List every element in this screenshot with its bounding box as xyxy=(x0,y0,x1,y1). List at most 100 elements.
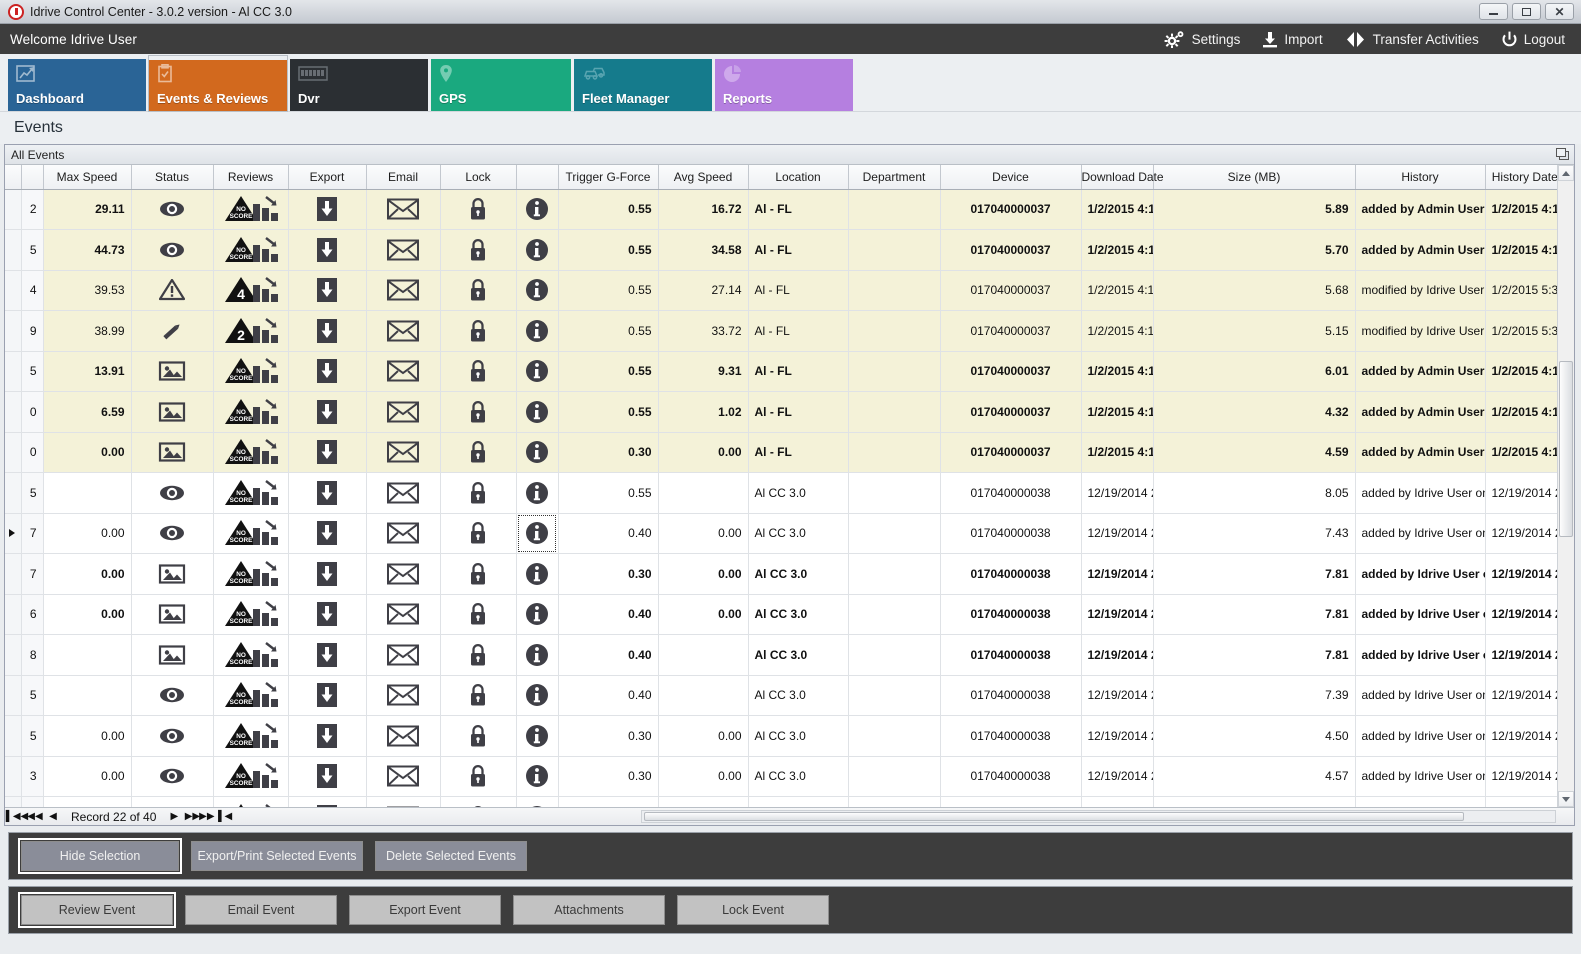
email-icon[interactable] xyxy=(387,765,419,787)
info-icon[interactable] xyxy=(525,602,549,626)
review-score-icon[interactable]: 2 xyxy=(222,316,280,346)
transfer-activities-button[interactable]: Transfer Activities xyxy=(1345,31,1479,48)
tab-dvr[interactable]: Dvr xyxy=(290,59,428,111)
cell-status[interactable] xyxy=(131,634,214,676)
cell-info[interactable] xyxy=(516,675,559,716)
tab-reports[interactable]: Reports xyxy=(715,59,853,111)
cell-lock[interactable] xyxy=(440,472,517,514)
cell-reviews[interactable]: NO SCORE xyxy=(213,351,289,392)
lock-icon[interactable] xyxy=(468,805,488,807)
cell-reviews[interactable]: NO SCORE xyxy=(213,756,289,797)
lock-icon[interactable] xyxy=(468,278,488,302)
nav-prev-page-button[interactable]: ◀◀ xyxy=(27,811,43,822)
table-row[interactable]: 5 13.91 NO SCORE 0.55 9.31 Al - FL 017040000… xyxy=(5,351,1565,392)
table-row[interactable]: 4 39.53 4 0.55 27.14 Al - FL 017040000037 1/2… xyxy=(5,270,1565,311)
cell-info[interactable] xyxy=(516,715,559,757)
email-event-button[interactable]: Email Event xyxy=(185,895,337,925)
review-score-icon[interactable]: NO SCORE xyxy=(222,802,280,807)
cell-email[interactable] xyxy=(366,715,441,757)
export-icon[interactable] xyxy=(316,804,338,807)
row-indicator[interactable] xyxy=(5,351,22,392)
email-icon[interactable] xyxy=(387,441,419,463)
email-icon[interactable] xyxy=(387,522,419,544)
info-icon[interactable] xyxy=(525,278,549,302)
grid-vertical-scrollbar[interactable] xyxy=(1557,165,1574,807)
header-email[interactable]: Email xyxy=(366,165,441,190)
eye-icon[interactable] xyxy=(158,524,186,542)
eye-icon[interactable] xyxy=(158,484,186,502)
eye-icon[interactable] xyxy=(158,727,186,745)
table-row[interactable]: 9 38.99 2 0.55 33.72 Al - FL 017040000037 1/2… xyxy=(5,310,1565,352)
table-row[interactable]: 7 0.00 NO SCORE 0.40 0.00 Al CC 3.0 01704000… xyxy=(5,513,1565,554)
cell-reviews[interactable]: NO SCORE xyxy=(213,594,289,635)
email-icon[interactable] xyxy=(387,725,419,747)
header-max-speed[interactable]: Max Speed xyxy=(43,165,132,190)
info-icon[interactable] xyxy=(525,440,549,464)
header-location[interactable]: Location xyxy=(748,165,849,190)
cell-email[interactable] xyxy=(366,634,441,676)
cell-lock[interactable] xyxy=(440,553,517,595)
info-icon[interactable] xyxy=(525,724,549,748)
email-icon[interactable] xyxy=(387,401,419,423)
info-icon[interactable] xyxy=(525,562,549,586)
cell-export[interactable] xyxy=(288,391,367,433)
row-indicator[interactable] xyxy=(5,553,22,595)
header-export[interactable]: Export xyxy=(288,165,367,190)
row-indicator[interactable] xyxy=(5,796,22,807)
hscroll-left-arrow[interactable]: ◀ xyxy=(224,811,233,822)
cell-export[interactable] xyxy=(288,229,367,271)
cell-export[interactable] xyxy=(288,756,367,797)
header-info[interactable] xyxy=(516,165,559,190)
lock-icon[interactable] xyxy=(468,440,488,464)
header-status[interactable]: Status xyxy=(131,165,214,190)
info-icon[interactable] xyxy=(525,197,549,221)
delete-selected-events-button[interactable]: Delete Selected Events xyxy=(375,841,527,871)
row-indicator[interactable] xyxy=(5,634,22,676)
cell-status[interactable] xyxy=(131,513,214,554)
cell-status[interactable] xyxy=(131,675,214,716)
cell-info[interactable] xyxy=(516,513,559,554)
cell-lock[interactable] xyxy=(440,634,517,676)
cell-reviews[interactable]: NO SCORE xyxy=(213,513,289,554)
info-icon[interactable] xyxy=(525,481,549,505)
cell-status[interactable] xyxy=(131,715,214,757)
cell-status[interactable] xyxy=(131,391,214,433)
cell-reviews[interactable]: NO SCORE xyxy=(213,189,289,230)
cell-lock[interactable] xyxy=(440,675,517,716)
cell-info[interactable] xyxy=(516,756,559,797)
cell-export[interactable] xyxy=(288,432,367,473)
cell-lock[interactable] xyxy=(440,391,517,433)
review-score-icon[interactable]: NO SCORE xyxy=(222,559,280,589)
info-icon[interactable] xyxy=(525,805,549,807)
lock-icon[interactable] xyxy=(468,521,488,545)
cell-lock[interactable] xyxy=(440,715,517,757)
nav-last-button[interactable]: ▶▶▐ xyxy=(199,811,222,822)
header-device[interactable]: Device xyxy=(940,165,1082,190)
cell-reviews[interactable]: NO SCORE xyxy=(213,715,289,757)
warning-icon[interactable] xyxy=(159,279,185,301)
cell-lock[interactable] xyxy=(440,594,517,635)
cell-lock[interactable] xyxy=(440,270,517,311)
cell-lock[interactable] xyxy=(440,310,517,352)
cell-info[interactable] xyxy=(516,432,559,473)
export-print-selected-events-button[interactable]: Export/Print Selected Events xyxy=(191,841,363,871)
cell-email[interactable] xyxy=(366,513,441,554)
table-row[interactable]: 2 29.11 NO SCORE 0.55 16.72 Al - FL 01704000… xyxy=(5,189,1565,230)
tab-fleet-manager[interactable]: Fleet Manager xyxy=(574,59,712,111)
review-score-icon[interactable]: NO SCORE xyxy=(222,721,280,751)
table-row[interactable]: 7 0.00 NO SCORE 0.30 0.00 Al CC 3.0 01704000… xyxy=(5,553,1565,595)
lock-icon[interactable] xyxy=(468,319,488,343)
cell-status[interactable] xyxy=(131,472,214,514)
export-icon[interactable] xyxy=(316,480,338,506)
cell-info[interactable] xyxy=(516,229,559,271)
export-icon[interactable] xyxy=(316,723,338,749)
review-score-icon[interactable]: NO SCORE xyxy=(222,680,280,710)
cell-email[interactable] xyxy=(366,472,441,514)
import-button[interactable]: Import xyxy=(1262,31,1323,48)
cell-status[interactable] xyxy=(131,756,214,797)
email-icon[interactable] xyxy=(387,279,419,301)
export-icon[interactable] xyxy=(316,763,338,789)
email-icon[interactable] xyxy=(387,563,419,585)
table-row[interactable]: 0 0.00 NO SCORE 0.30 0.00 Al - FL 0170400000… xyxy=(5,432,1565,473)
image-icon[interactable] xyxy=(158,644,186,666)
